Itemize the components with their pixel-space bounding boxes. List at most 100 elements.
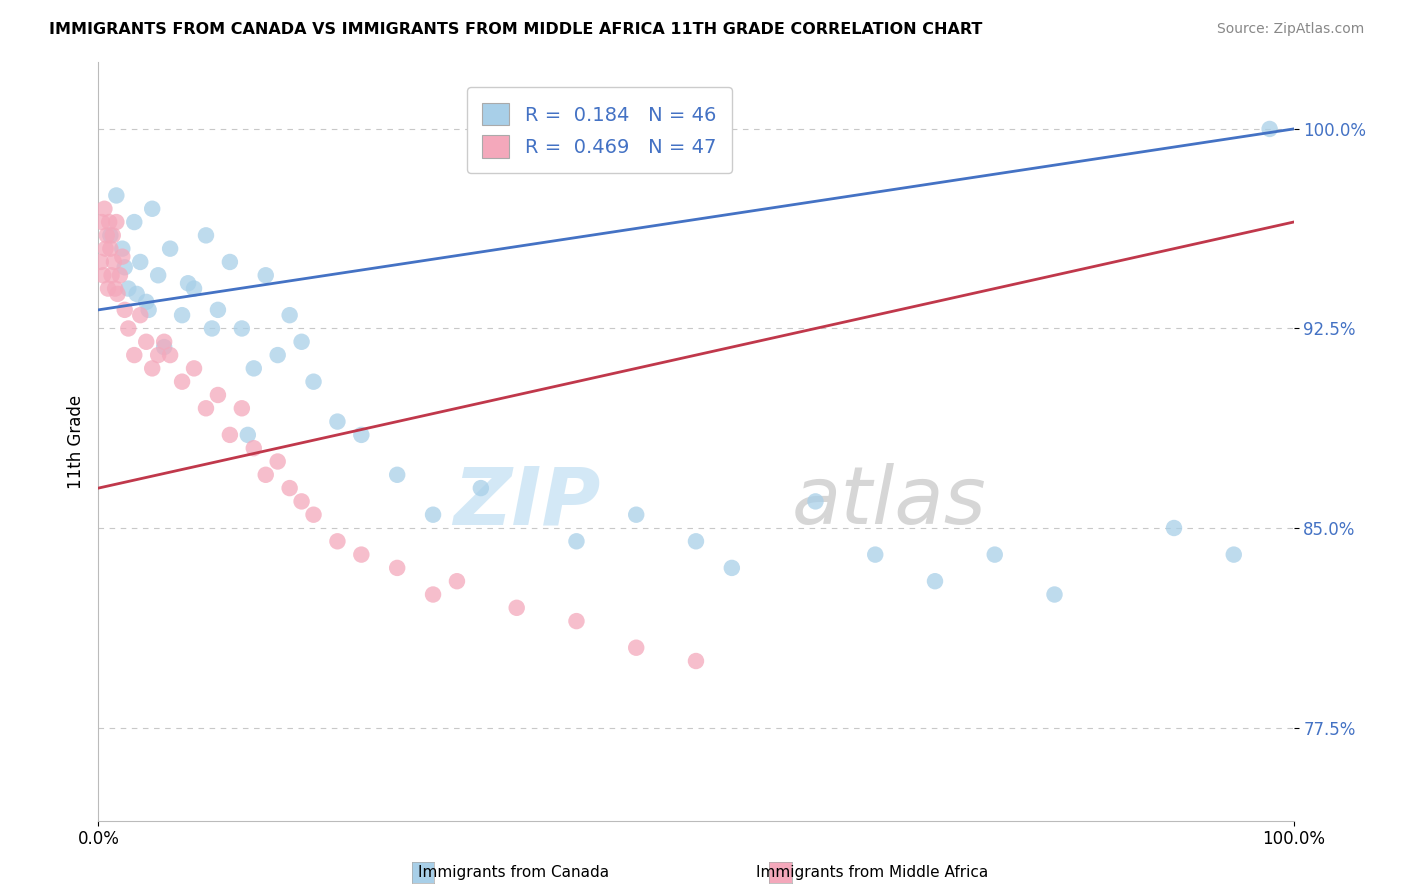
Point — [685, 654, 707, 668]
Point — [177, 277, 200, 291]
Point — [98, 228, 122, 243]
Point — [129, 255, 152, 269]
Point — [207, 302, 229, 317]
Point — [90, 255, 112, 269]
Point — [138, 302, 160, 317]
Point — [94, 242, 117, 256]
Point — [172, 308, 194, 322]
Point — [107, 286, 129, 301]
Point — [219, 428, 242, 442]
Point — [91, 268, 114, 283]
Point — [804, 494, 827, 508]
Text: Source: ZipAtlas.com: Source: ZipAtlas.com — [1216, 22, 1364, 37]
Point — [1258, 122, 1281, 136]
Point — [111, 250, 134, 264]
Point — [422, 508, 444, 522]
Point — [236, 428, 259, 442]
Point — [104, 282, 127, 296]
Point — [148, 348, 170, 362]
Point — [350, 548, 373, 562]
Point — [291, 494, 314, 508]
Point — [385, 561, 409, 575]
Text: atlas: atlas — [792, 463, 987, 541]
Point — [101, 228, 124, 243]
Point — [231, 321, 253, 335]
Point — [117, 282, 139, 296]
Point — [114, 302, 136, 317]
Point — [124, 348, 146, 362]
Point — [141, 361, 163, 376]
Point — [108, 268, 131, 283]
Point — [91, 215, 114, 229]
Point — [105, 215, 128, 229]
Point — [135, 294, 157, 309]
Point — [446, 574, 468, 589]
Text: ZIP: ZIP — [453, 463, 600, 541]
Point — [195, 228, 218, 243]
Point — [685, 534, 707, 549]
Point — [721, 561, 744, 575]
Point — [302, 375, 325, 389]
Point — [243, 441, 266, 455]
Point — [291, 334, 314, 349]
Point — [153, 340, 176, 354]
Point — [254, 268, 277, 283]
Point — [153, 334, 176, 349]
Point — [231, 401, 253, 416]
Text: IMMIGRANTS FROM CANADA VS IMMIGRANTS FROM MIDDLE AFRICA 11TH GRADE CORRELATION C: IMMIGRANTS FROM CANADA VS IMMIGRANTS FRO… — [49, 22, 983, 37]
Point — [98, 242, 122, 256]
Point — [129, 308, 152, 322]
Point — [195, 401, 218, 416]
Point — [1163, 521, 1185, 535]
Point — [97, 282, 120, 296]
Point — [103, 255, 125, 269]
Point — [254, 467, 277, 482]
Point — [183, 361, 205, 376]
Point — [626, 508, 648, 522]
Point — [326, 415, 349, 429]
Point — [117, 321, 139, 335]
Point — [565, 534, 588, 549]
Point — [1043, 587, 1066, 601]
Point — [125, 286, 148, 301]
Point — [100, 268, 122, 283]
Point — [201, 321, 224, 335]
Text: Immigrants from Middle Africa: Immigrants from Middle Africa — [755, 865, 988, 880]
Y-axis label: 11th Grade: 11th Grade — [66, 394, 84, 489]
Legend: R =  0.184   N = 46, R =  0.469   N = 47: R = 0.184 N = 46, R = 0.469 N = 47 — [467, 87, 733, 173]
Point — [172, 375, 194, 389]
Point — [219, 255, 242, 269]
Point — [924, 574, 946, 589]
Point — [506, 600, 529, 615]
Text: Immigrants from Canada: Immigrants from Canada — [418, 865, 609, 880]
Point — [470, 481, 492, 495]
Point — [385, 467, 409, 482]
Point — [207, 388, 229, 402]
Point — [278, 308, 301, 322]
Point — [267, 454, 290, 468]
Point — [183, 282, 205, 296]
Point — [565, 614, 588, 628]
Point — [302, 508, 325, 522]
Point — [135, 334, 157, 349]
Point — [159, 348, 181, 362]
Point — [98, 215, 121, 229]
Point — [626, 640, 648, 655]
Point — [124, 215, 146, 229]
Point — [326, 534, 349, 549]
Point — [422, 587, 444, 601]
Point — [350, 428, 373, 442]
Point — [148, 268, 170, 283]
Point — [243, 361, 266, 376]
Point — [159, 242, 181, 256]
Point — [105, 188, 128, 202]
Point — [984, 548, 1007, 562]
Point — [93, 202, 115, 216]
Point — [267, 348, 290, 362]
Point — [114, 260, 136, 275]
Point — [96, 228, 118, 243]
Point — [141, 202, 163, 216]
Point — [278, 481, 301, 495]
Point — [1223, 548, 1246, 562]
Point — [865, 548, 887, 562]
